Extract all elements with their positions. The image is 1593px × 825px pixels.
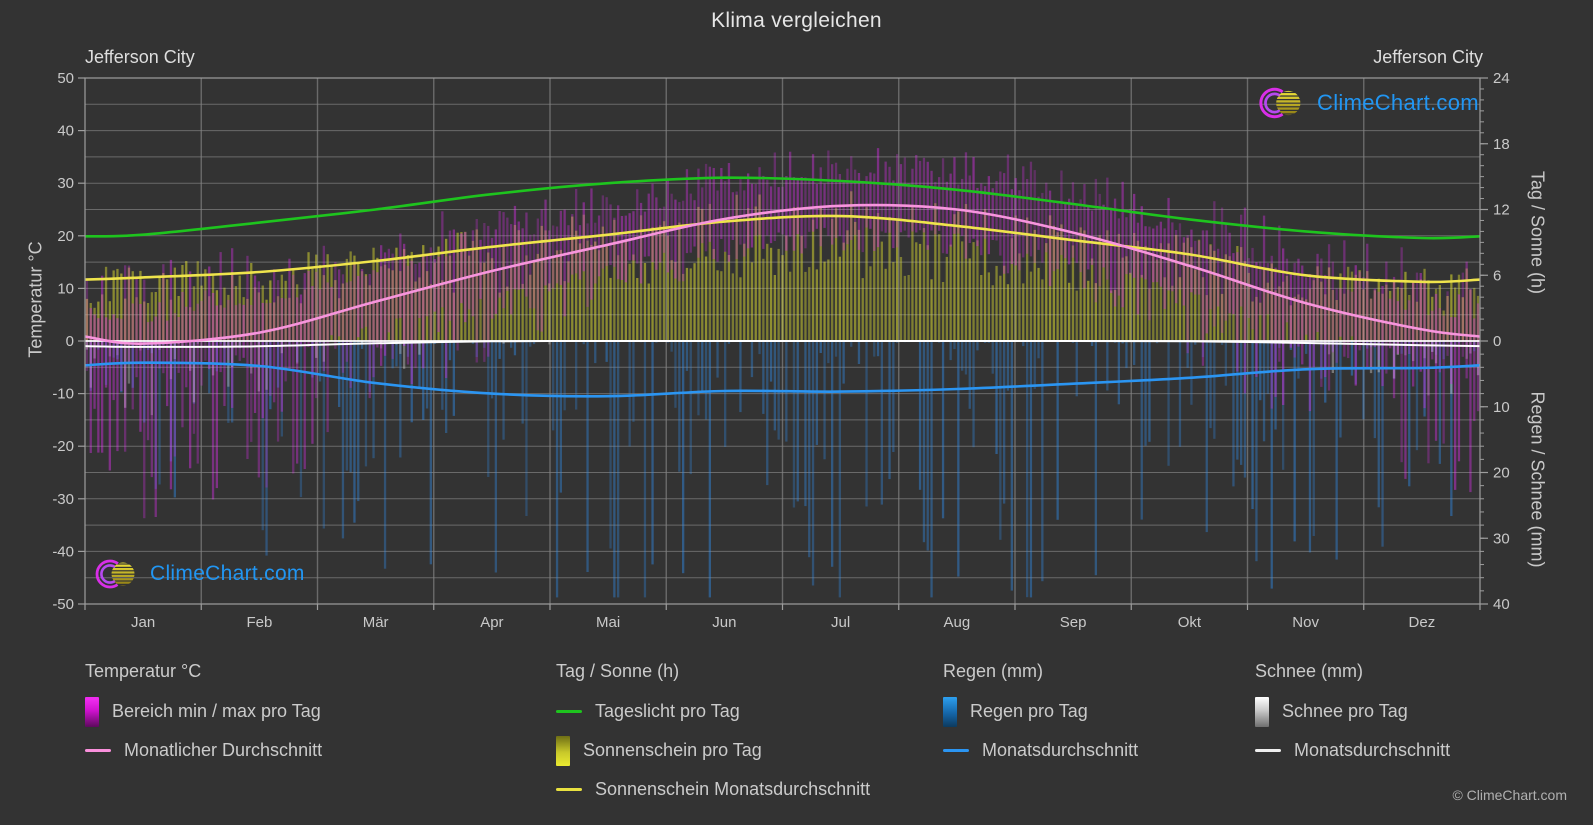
rain-swatch-icon bbox=[943, 696, 957, 727]
svg-text:40: 40 bbox=[1493, 596, 1510, 613]
legend-item-temp-avg: Monatlicher Durchschnitt bbox=[85, 731, 322, 770]
svg-text:Mai: Mai bbox=[596, 614, 620, 631]
svg-text:Jul: Jul bbox=[831, 614, 850, 631]
svg-text:12: 12 bbox=[1493, 202, 1510, 219]
svg-text:50: 50 bbox=[57, 70, 74, 87]
svg-text:Jun: Jun bbox=[712, 614, 736, 631]
legend-item-label: Tageslicht pro Tag bbox=[595, 701, 740, 721]
legend-group-rain: Regen (mm) Regen pro Tag Monatsdurchschn… bbox=[943, 656, 1138, 770]
y-axis-label-day-sun: Tag / Sonne (h) bbox=[1527, 170, 1548, 295]
svg-text:Dez: Dez bbox=[1409, 614, 1436, 631]
watermark-top-right: ClimeChart.com bbox=[1255, 84, 1479, 122]
svg-text:40: 40 bbox=[57, 123, 74, 140]
svg-text:20: 20 bbox=[57, 228, 74, 245]
svg-text:Feb: Feb bbox=[246, 614, 272, 631]
svg-text:Mär: Mär bbox=[363, 614, 389, 631]
average-lines bbox=[84, 176, 1481, 398]
legend-item-snow-avg: Monatsdurchschnitt bbox=[1255, 731, 1450, 770]
legend-item-label: Monatsdurchschnitt bbox=[1294, 740, 1451, 760]
snow-average-line bbox=[84, 339, 1481, 348]
daylight-line bbox=[84, 176, 1481, 240]
legend-item-label: Sonnenschein pro Tag bbox=[583, 740, 762, 760]
watermark-text: ClimeChart.com bbox=[150, 562, 305, 585]
svg-text:10: 10 bbox=[1493, 399, 1510, 416]
legend-header-temperature: Temperatur °C bbox=[85, 660, 202, 681]
svg-text:18: 18 bbox=[1493, 136, 1510, 153]
station-label-left: Jefferson City bbox=[85, 47, 195, 67]
climechart-logo-icon bbox=[1259, 87, 1301, 119]
legend-header-rain: Regen (mm) bbox=[943, 660, 1044, 681]
svg-text:20: 20 bbox=[1493, 465, 1510, 482]
legend-item-daylight: Tageslicht pro Tag bbox=[556, 692, 870, 731]
y-axis-label-temperature: Temperatur °C bbox=[25, 241, 46, 358]
legend-header-day-sun: Tag / Sonne (h) bbox=[556, 660, 680, 681]
svg-text:Sep: Sep bbox=[1060, 614, 1087, 631]
legend-item-label: Monatlicher Durchschnitt bbox=[124, 740, 323, 760]
page-title: Klima vergleichen bbox=[711, 9, 882, 32]
legend-item-sunshine-avg: Sonnenschein Monatsdurchschnitt bbox=[556, 770, 870, 809]
svg-text:0: 0 bbox=[1493, 333, 1501, 350]
svg-text:0: 0 bbox=[66, 333, 74, 350]
svg-text:Aug: Aug bbox=[944, 614, 971, 631]
climechart-logo-icon bbox=[95, 559, 135, 589]
rain-avg-line-icon bbox=[943, 749, 969, 752]
axes: 50 40 30 20 10 0 -10 -20 -30 -40 -50 24 18 12 6 0 10 20 30… bbox=[52, 70, 1509, 631]
sunshine-swatch-icon bbox=[556, 735, 570, 766]
svg-text:-30: -30 bbox=[52, 491, 74, 508]
legend-item-temp-range: Bereich min / max pro Tag bbox=[85, 692, 322, 731]
station-label-right: Jefferson City bbox=[1373, 47, 1483, 67]
legend-group-snow: Schnee (mm) Schnee pro Tag Monatsdurchsc… bbox=[1255, 656, 1450, 770]
sunshine-average-line bbox=[84, 214, 1481, 284]
svg-text:-50: -50 bbox=[52, 596, 74, 613]
svg-text:-20: -20 bbox=[52, 438, 74, 455]
copyright-notice: © ClimeChart.com bbox=[1452, 787, 1567, 803]
svg-text:Apr: Apr bbox=[480, 614, 503, 631]
chart-legend: Temperatur °C Bereich min / max pro Tag … bbox=[0, 656, 1593, 816]
svg-text:10: 10 bbox=[57, 280, 74, 297]
snow-avg-line-icon bbox=[1255, 749, 1281, 752]
svg-text:24: 24 bbox=[1493, 70, 1510, 87]
svg-text:30: 30 bbox=[57, 175, 74, 192]
watermark-bottom-left: ClimeChart.com bbox=[92, 556, 305, 592]
sunshine-avg-line-icon bbox=[556, 788, 582, 791]
svg-text:Okt: Okt bbox=[1178, 614, 1202, 631]
svg-text:-40: -40 bbox=[52, 543, 74, 560]
legend-header-snow: Schnee (mm) bbox=[1255, 660, 1364, 681]
legend-item-rain-avg: Monatsdurchschnitt bbox=[943, 731, 1138, 770]
legend-group-temperature: Temperatur °C Bereich min / max pro Tag … bbox=[85, 656, 322, 770]
svg-text:-10: -10 bbox=[52, 386, 74, 403]
svg-text:6: 6 bbox=[1493, 267, 1501, 284]
legend-item-sunshine-daily: Sonnenschein pro Tag bbox=[556, 731, 870, 770]
watermark-text: ClimeChart.com bbox=[1317, 90, 1479, 115]
snow-swatch-icon bbox=[1255, 696, 1269, 727]
rain-average-line bbox=[84, 361, 1481, 398]
svg-text:Jan: Jan bbox=[131, 614, 155, 631]
temperature-average-line bbox=[84, 203, 1481, 345]
daylight-line-icon bbox=[556, 710, 582, 713]
temp-range-swatch-icon bbox=[85, 696, 99, 727]
legend-item-label: Sonnenschein Monatsdurchschnitt bbox=[595, 779, 871, 799]
legend-item-snow-daily: Schnee pro Tag bbox=[1255, 692, 1450, 731]
legend-item-label: Schnee pro Tag bbox=[1282, 701, 1408, 721]
legend-item-label: Monatsdurchschnitt bbox=[982, 740, 1139, 760]
legend-group-day-sun: Tag / Sonne (h) Tageslicht pro Tag Sonne… bbox=[556, 656, 870, 809]
svg-text:30: 30 bbox=[1493, 530, 1510, 547]
legend-item-rain-daily: Regen pro Tag bbox=[943, 692, 1138, 731]
legend-item-label: Regen pro Tag bbox=[970, 701, 1088, 721]
y-axis-label-rain-snow: Regen / Schnee (mm) bbox=[1527, 391, 1548, 568]
temp-avg-line-icon bbox=[85, 749, 111, 752]
legend-item-label: Bereich min / max pro Tag bbox=[112, 701, 321, 721]
svg-text:Nov: Nov bbox=[1292, 614, 1319, 631]
